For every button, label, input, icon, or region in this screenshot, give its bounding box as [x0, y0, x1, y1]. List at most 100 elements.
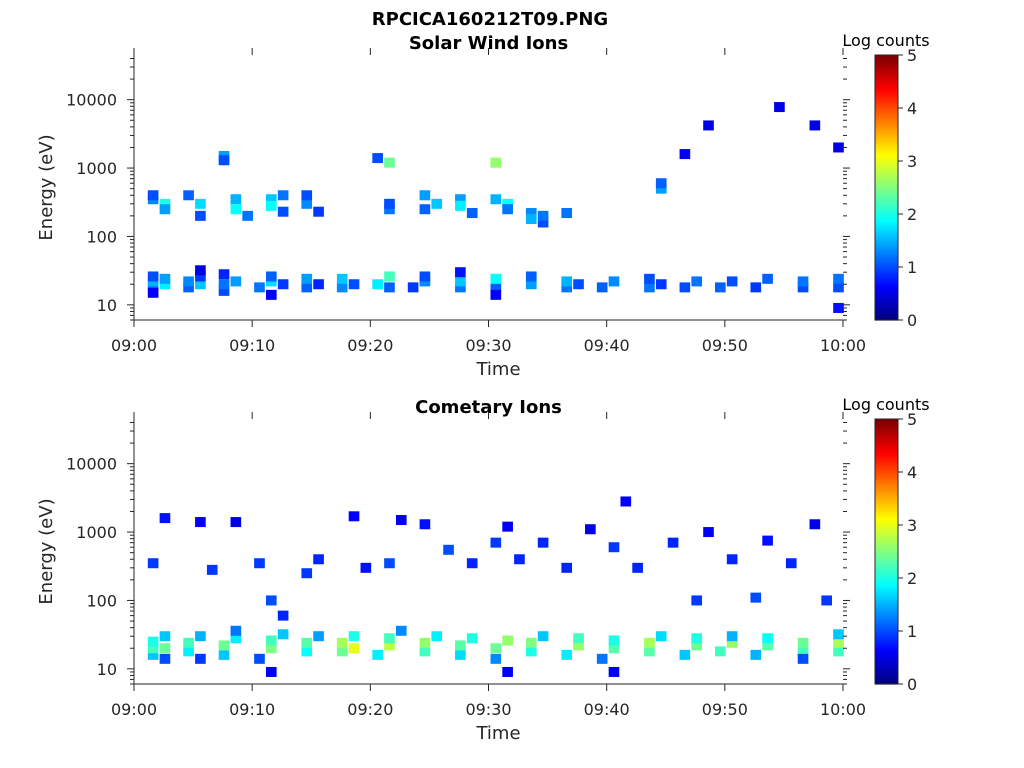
data-cell [762, 273, 773, 284]
data-cell [537, 537, 549, 548]
colorbar-segment [875, 559, 898, 563]
data-cell [608, 542, 620, 553]
colorbar-segment [875, 535, 898, 539]
colorbar-segment [875, 522, 898, 526]
colorbar-segment [875, 604, 898, 608]
colorbar-segment [875, 681, 898, 685]
data-cell [809, 519, 821, 530]
data-cell [242, 210, 253, 221]
data-cell [254, 558, 265, 569]
colorbar-segment [875, 248, 898, 252]
colorbar-segment [875, 580, 898, 584]
data-cell [797, 637, 809, 648]
data-cell [265, 666, 277, 677]
data-cell [159, 198, 171, 209]
colorbar-segment [875, 540, 898, 545]
colorbar-segment [875, 187, 898, 191]
panel-solar-wind: Solar Wind Ions 09:00 09:10 09:20 09:30 09:40… [36, 31, 930, 380]
colorbar-segment [875, 272, 898, 276]
data-cell [313, 206, 324, 217]
colorbar-segment [875, 525, 898, 529]
colorbar-segment [875, 623, 898, 627]
data-cell [608, 643, 620, 654]
colorbar-segment [875, 195, 898, 199]
colorbar-segment [875, 519, 898, 523]
colorbar-segment [875, 94, 898, 98]
colorbar-segment [875, 214, 898, 218]
colorbar-segment [875, 548, 898, 553]
colorbar-segment [875, 583, 898, 587]
x-tick-label: 09:20 [347, 700, 393, 719]
colorbar-segment [875, 477, 898, 481]
data-cell [301, 190, 313, 201]
data-cell [561, 649, 573, 660]
data-cell [561, 562, 573, 573]
colorbar-segment [875, 615, 898, 619]
data-cell [455, 267, 466, 278]
x-tick-label: 09:50 [702, 700, 748, 719]
data-cell [419, 637, 431, 648]
x-tick-label: 09:00 [111, 700, 157, 719]
data-cell [159, 273, 171, 284]
colorbar-segment [875, 633, 898, 637]
data-cell [655, 279, 667, 290]
data-cell [265, 643, 277, 654]
data-cell [230, 276, 242, 287]
colorbar-segment [875, 437, 898, 441]
colorbar-segment [875, 86, 898, 91]
data-cell [218, 640, 230, 651]
data-cell [490, 643, 502, 654]
colorbar-segment [875, 636, 898, 640]
colorbar-segment [875, 424, 898, 428]
colorbar-tick-label: 5 [907, 46, 917, 65]
colorbar-segment [875, 556, 898, 561]
colorbar-segment [875, 607, 898, 611]
data-cell [313, 631, 324, 642]
data-cell [265, 271, 277, 282]
data-cell [833, 302, 844, 313]
data-cell [644, 646, 655, 657]
data-cell [455, 276, 466, 287]
colorbar-segment [875, 219, 898, 223]
colorbar-segment [875, 298, 898, 303]
colorbar-segment [875, 591, 898, 595]
data-cell [183, 646, 194, 657]
x-tick-label: 09:10 [229, 336, 275, 355]
colorbar-segment [875, 445, 898, 449]
data-cell [443, 544, 454, 555]
data-cell [301, 637, 313, 648]
colorbar-segment [875, 78, 898, 83]
data-cell [455, 282, 466, 293]
colorbar-tick-label: 2 [907, 205, 917, 224]
data-cell [726, 276, 738, 287]
colorbar-segment [875, 206, 898, 210]
data-cell [561, 282, 573, 293]
colorbar-segment [875, 235, 898, 239]
x-tick-label: 10:00 [820, 700, 866, 719]
colorbar-tick-label: 2 [907, 569, 917, 588]
colorbar-segment [875, 147, 898, 151]
colorbar-segment [875, 676, 898, 680]
colorbar-segment [875, 609, 898, 614]
data-cell [277, 610, 289, 621]
colorbar-segment [875, 312, 898, 316]
colorbar-segment [875, 314, 898, 318]
data-cell [502, 666, 513, 677]
colorbar-segment [875, 296, 898, 300]
colorbar-segment [875, 76, 898, 80]
data-cell [230, 194, 242, 205]
colorbar-segment [875, 301, 898, 305]
data-cell [419, 271, 431, 282]
colorbar-segment [875, 448, 898, 452]
colorbar-segment [875, 285, 898, 289]
data-cell [336, 273, 348, 284]
colorbar-segment [875, 567, 898, 571]
colorbar-segment [875, 628, 898, 632]
data-cell [726, 554, 738, 565]
colorbar-segment [875, 253, 898, 257]
x-axis-label: Time [475, 723, 520, 744]
colorbar-segment [875, 237, 898, 242]
colorbar-segment [875, 641, 898, 645]
data-cell [419, 646, 431, 657]
